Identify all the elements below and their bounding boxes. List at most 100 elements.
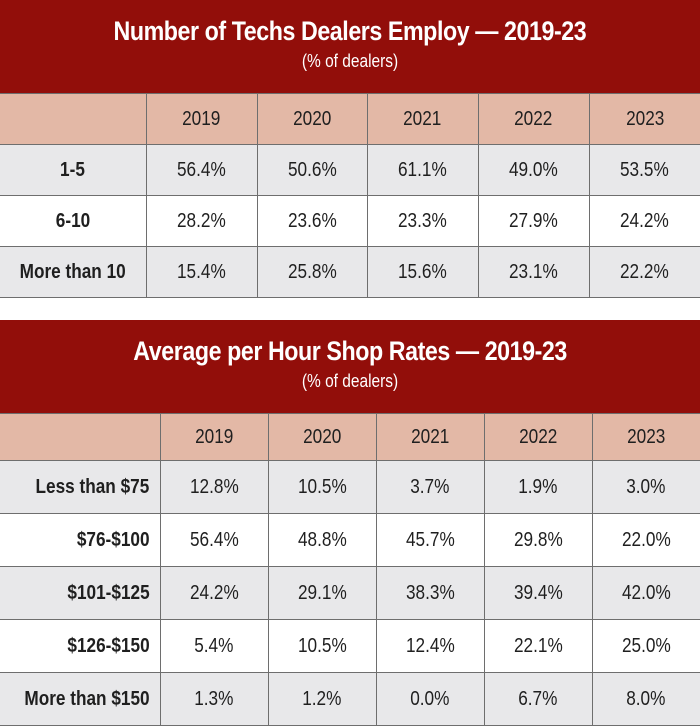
techs-employed-table: Number of Techs Dealers Employ — 2019-23… bbox=[0, 0, 700, 298]
column-header-label: 2019 bbox=[194, 425, 234, 448]
value-text: 23.1% bbox=[509, 260, 558, 283]
row-label-text: $126-$150 bbox=[67, 634, 150, 657]
row-label: $101-$125 bbox=[0, 566, 161, 620]
table-body: Less than $75 12.8% 10.5% 3.7% 1.9% 3.0% $76-$… bbox=[0, 460, 700, 726]
table-row: More than $150 1.3% 1.2% 0.0% 6.7% 8.0% bbox=[0, 672, 700, 726]
header-row: 2019 2020 2021 2022 2023 bbox=[0, 93, 700, 145]
value-cell: 22.2% bbox=[588, 246, 700, 298]
value-cell: 1.9% bbox=[483, 460, 593, 514]
value-text: 25.8% bbox=[287, 260, 337, 283]
value-text: 24.2% bbox=[189, 581, 239, 604]
value-cell: 56.4% bbox=[159, 513, 269, 567]
table-row: $76-$100 56.4% 48.8% 45.7% 29.8% 22.0% bbox=[0, 513, 700, 567]
value-cell: 45.7% bbox=[375, 513, 485, 567]
value-cell: 28.2% bbox=[145, 195, 258, 247]
value-text: 38.3% bbox=[405, 581, 455, 604]
value-text: 29.8% bbox=[513, 528, 563, 551]
header-row: 2019 2020 2021 2022 2023 bbox=[0, 413, 700, 461]
column-header-label: 2022 bbox=[518, 425, 558, 448]
value-cell: 15.6% bbox=[366, 246, 479, 298]
column-header-label: 2023 bbox=[625, 107, 664, 130]
value-text: 39.4% bbox=[513, 581, 563, 604]
row-label-text: Less than $75 bbox=[35, 475, 150, 498]
value-cell: 48.8% bbox=[267, 513, 377, 567]
value-cell: 53.5% bbox=[588, 144, 700, 196]
value-cell: 50.6% bbox=[256, 144, 368, 196]
value-cell: 5.4% bbox=[159, 619, 269, 673]
row-label: 1-5 bbox=[0, 144, 147, 196]
column-header-2020: 2020 bbox=[267, 413, 377, 461]
value-cell: 8.0% bbox=[591, 672, 700, 726]
value-text: 42.0% bbox=[621, 581, 671, 604]
value-text: 27.9% bbox=[509, 209, 558, 232]
value-text: 15.4% bbox=[177, 260, 226, 283]
table-row: 6-10 28.2% 23.6% 23.3% 27.9% 24.2% bbox=[0, 195, 700, 247]
value-cell: 10.5% bbox=[267, 460, 377, 514]
value-cell: 38.3% bbox=[375, 566, 485, 620]
table-title-bar: Number of Techs Dealers Employ — 2019-23… bbox=[0, 0, 700, 93]
table-row: Less than $75 12.8% 10.5% 3.7% 1.9% 3.0% bbox=[0, 460, 700, 514]
value-cell: 6.7% bbox=[483, 672, 593, 726]
value-cell: 24.2% bbox=[588, 195, 700, 247]
column-header-label: 2022 bbox=[514, 107, 553, 130]
value-cell: 23.6% bbox=[256, 195, 368, 247]
value-text: 22.2% bbox=[620, 260, 670, 283]
table-subtitle: (% of dealers) bbox=[301, 51, 399, 71]
value-cell: 23.1% bbox=[477, 246, 590, 298]
value-text: 6.7% bbox=[518, 687, 558, 710]
row-label: $76-$100 bbox=[0, 513, 161, 567]
value-cell: 1.2% bbox=[267, 672, 377, 726]
column-header-2021: 2021 bbox=[366, 93, 479, 145]
column-header-label: 2020 bbox=[302, 425, 342, 448]
value-text: 12.4% bbox=[405, 634, 455, 657]
value-cell: 15.4% bbox=[145, 246, 258, 298]
table-body: 1-5 56.4% 50.6% 61.1% 49.0% 53.5% 6-10 28.2% 23.… bbox=[0, 144, 700, 298]
shop-rates-table: Average per Hour Shop Rates — 2019-23 (%… bbox=[0, 320, 700, 726]
column-header-label: 2020 bbox=[292, 107, 332, 130]
row-label-text: $76-$100 bbox=[76, 528, 150, 551]
row-label-text: More than 10 bbox=[19, 260, 126, 283]
table-row: 1-5 56.4% 50.6% 61.1% 49.0% 53.5% bbox=[0, 144, 700, 196]
data-grid: 2019 2020 2021 2022 2023 Less than $75 12.8% 1… bbox=[0, 413, 700, 726]
value-text: 0.0% bbox=[410, 687, 450, 710]
value-text: 53.5% bbox=[620, 158, 670, 181]
column-header-2023: 2023 bbox=[591, 413, 700, 461]
column-header-label: 2021 bbox=[410, 425, 450, 448]
row-label: More than 10 bbox=[0, 246, 147, 298]
value-text: 5.4% bbox=[194, 634, 234, 657]
value-text: 1.2% bbox=[302, 687, 342, 710]
value-text: 3.0% bbox=[626, 475, 666, 498]
value-cell: 3.7% bbox=[375, 460, 485, 514]
value-text: 23.3% bbox=[398, 209, 447, 232]
value-text: 22.1% bbox=[513, 634, 563, 657]
value-cell: 29.1% bbox=[267, 566, 377, 620]
value-text: 12.8% bbox=[189, 475, 239, 498]
value-cell: 23.3% bbox=[366, 195, 479, 247]
value-cell: 22.1% bbox=[483, 619, 593, 673]
value-cell: 56.4% bbox=[145, 144, 258, 196]
value-text: 28.2% bbox=[177, 209, 226, 232]
column-header-2022: 2022 bbox=[477, 93, 590, 145]
value-cell: 24.2% bbox=[159, 566, 269, 620]
value-text: 25.0% bbox=[621, 634, 671, 657]
value-cell: 3.0% bbox=[591, 460, 700, 514]
table-title: Number of Techs Dealers Employ — 2019-23 bbox=[113, 16, 587, 46]
value-cell: 12.8% bbox=[159, 460, 269, 514]
column-header-2022: 2022 bbox=[483, 413, 593, 461]
value-text: 61.1% bbox=[398, 158, 447, 181]
row-label: $126-$150 bbox=[0, 619, 161, 673]
value-cell: 25.0% bbox=[591, 619, 700, 673]
value-text: 10.5% bbox=[297, 475, 347, 498]
value-text: 10.5% bbox=[297, 634, 347, 657]
column-header-2021: 2021 bbox=[375, 413, 485, 461]
row-label: Less than $75 bbox=[0, 460, 161, 514]
column-header-label: 2019 bbox=[182, 107, 221, 130]
value-cell: 25.8% bbox=[256, 246, 368, 298]
table-row: $101-$125 24.2% 29.1% 38.3% 39.4% 42.0% bbox=[0, 566, 700, 620]
table-row: More than 10 15.4% 25.8% 15.6% 23.1% 22.2% bbox=[0, 246, 700, 298]
value-text: 1.9% bbox=[518, 475, 558, 498]
column-header-2019: 2019 bbox=[159, 413, 269, 461]
value-text: 22.0% bbox=[621, 528, 671, 551]
value-cell: 22.0% bbox=[591, 513, 700, 567]
data-grid: 2019 2020 2021 2022 2023 1-5 56.4% 50.6% 61.1% 4… bbox=[0, 93, 700, 298]
